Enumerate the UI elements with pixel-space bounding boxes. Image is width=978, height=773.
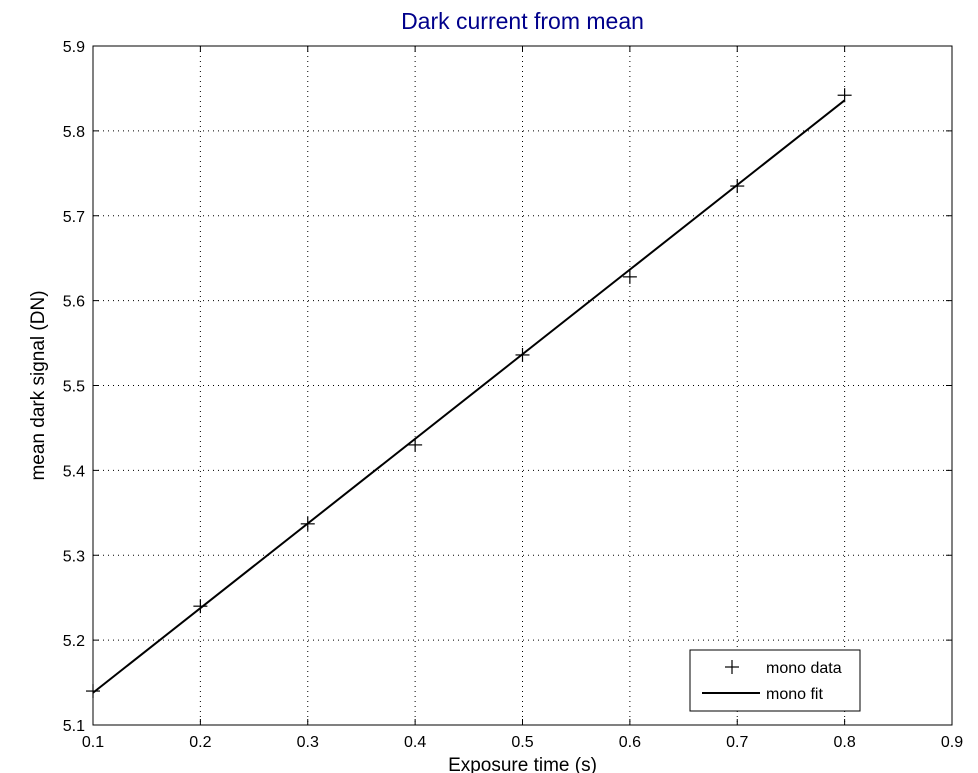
x-tick-label: 0.9: [941, 734, 963, 751]
y-axis-label: mean dark signal (DN): [28, 290, 49, 480]
data-point-marker: [622, 269, 637, 284]
x-tick-label: 0.3: [297, 734, 319, 751]
legend-box: [689, 649, 861, 712]
legend-entry-label: mono data: [766, 660, 842, 677]
y-tick-label: 5.8: [63, 124, 85, 141]
data-point-marker: [837, 88, 852, 103]
y-tick-label: 5.1: [63, 718, 85, 735]
data-point-marker: [408, 437, 423, 452]
fit-line: [92, 99, 846, 694]
x-tick-label: 0.1: [82, 734, 104, 751]
x-axis-label: Exposure time (s): [448, 755, 597, 773]
y-tick-label: 5.3: [63, 548, 85, 565]
x-tick-label: 0.5: [511, 734, 533, 751]
y-tick-label: 5.4: [63, 463, 85, 480]
legend-marker-swatch: [725, 660, 739, 674]
x-tick-label: 0.4: [404, 734, 426, 751]
y-tick-label: 5.2: [63, 633, 85, 650]
y-tick-label: 5.5: [63, 379, 85, 396]
y-tick-label: 5.6: [63, 294, 85, 311]
series: [86, 88, 852, 699]
axis-ticks: 0.1 0.2 0.3 0.4 0.5 0.6 0.7 0.8 0.9 5.1 5.2 5.3 5.4 5…: [63, 39, 963, 751]
x-tick-label: 0.2: [189, 734, 211, 751]
y-tick-label: 5.7: [63, 209, 85, 226]
x-tick-label: 0.6: [619, 734, 641, 751]
data-point-marker: [193, 599, 208, 614]
plot-frame: [92, 45, 953, 726]
legend: mono data mono fit: [689, 649, 861, 712]
x-tick-label: 0.8: [834, 734, 856, 751]
x-tick-label: 0.7: [726, 734, 748, 751]
legend-entry-label: mono fit: [766, 686, 823, 703]
chart-title: Dark current from mean: [401, 8, 644, 34]
y-tick-label: 5.9: [63, 39, 85, 56]
